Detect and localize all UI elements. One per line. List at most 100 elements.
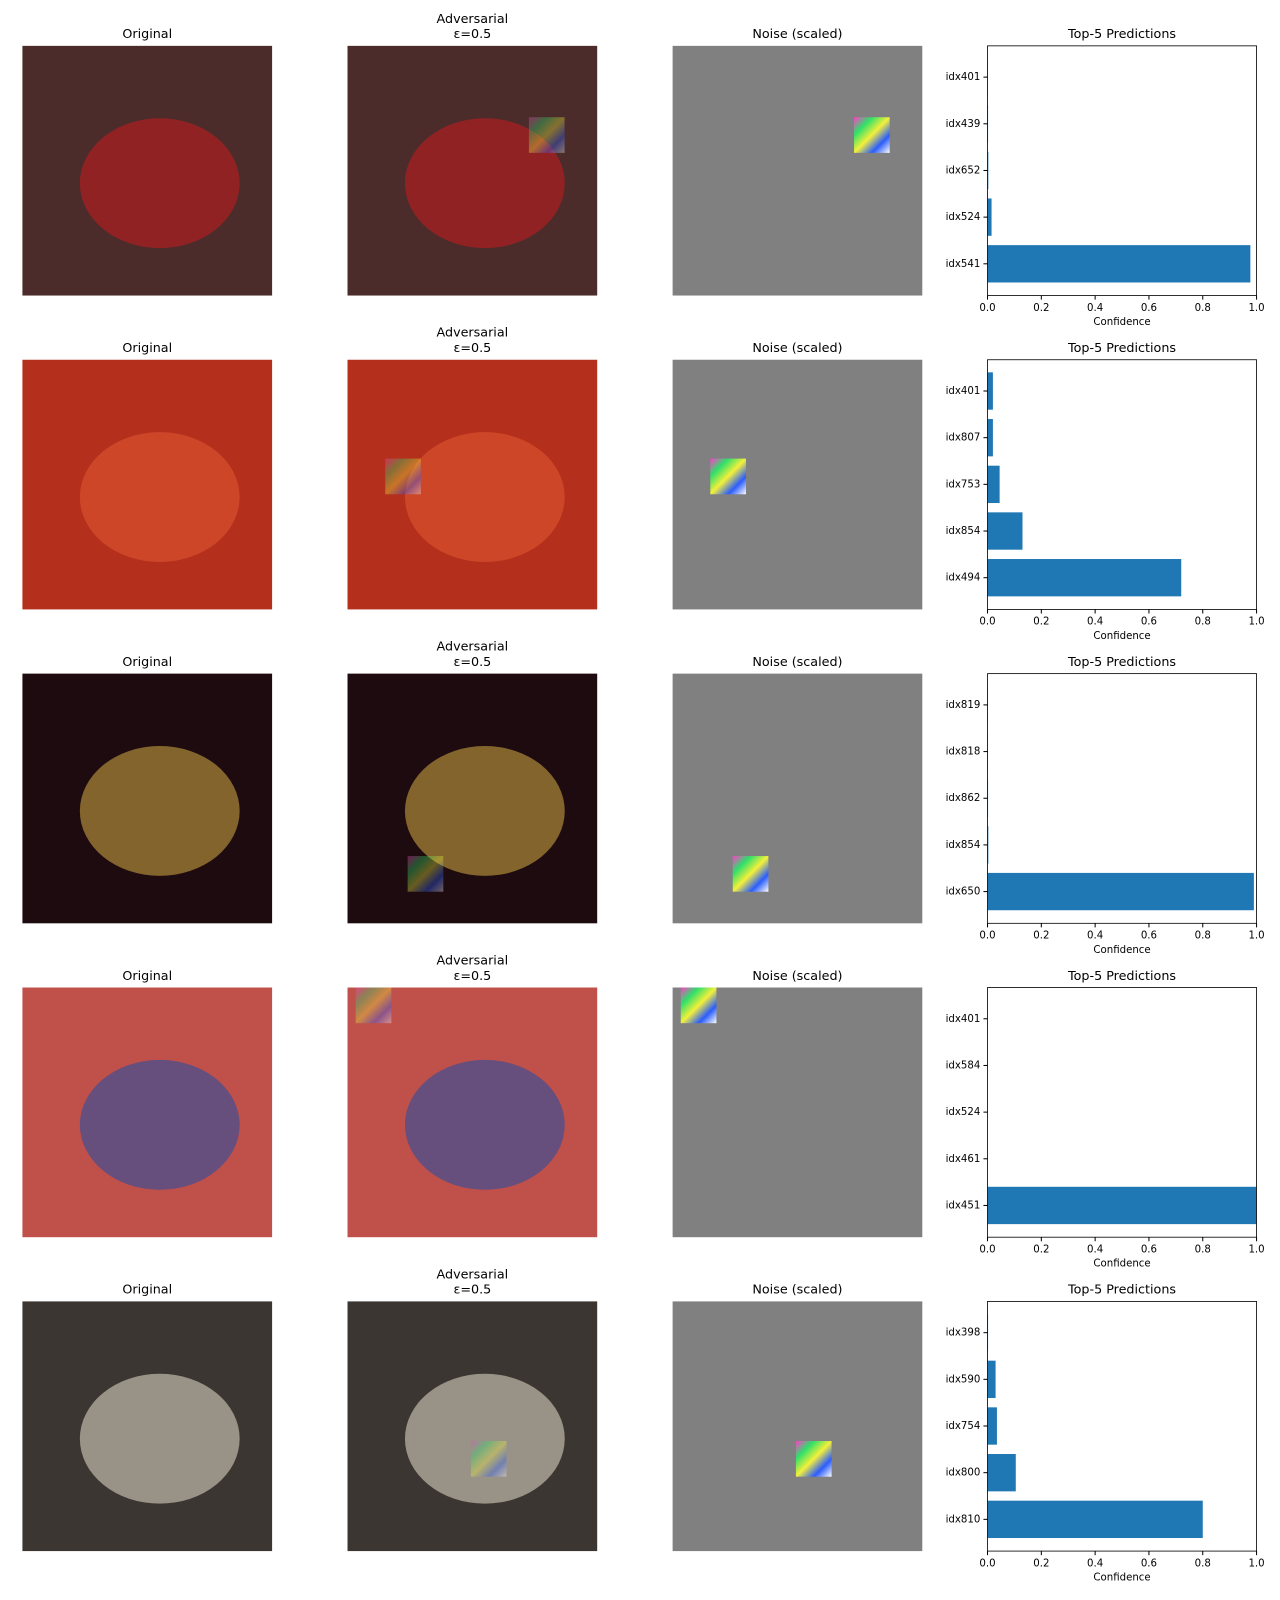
x-tick-label: 0.6 [1141, 1558, 1157, 1569]
x-tick-label: 0.6 [1141, 303, 1157, 314]
x-tick-label: 0.8 [1195, 931, 1211, 942]
image-title: ε=0.5 [453, 341, 491, 356]
noise-image [672, 359, 923, 610]
x-tick-label: 0.0 [979, 303, 995, 314]
bar [987, 1186, 1257, 1225]
x-tick-label: 1.0 [1248, 931, 1264, 942]
chart-title: Top-5 Predictions [1067, 969, 1176, 984]
image-title: Noise (scaled) [752, 655, 842, 670]
bar [987, 559, 1182, 597]
noise-image [672, 45, 923, 296]
image-detail [79, 118, 240, 249]
axes-frame [987, 45, 1257, 296]
noise-patch [680, 987, 717, 1024]
image-title: ε=0.5 [453, 27, 491, 42]
x-tick-label: 0.4 [1087, 303, 1103, 314]
x-tick-label: 0.6 [1141, 1244, 1157, 1255]
y-tick-label: idx862 [946, 793, 981, 804]
image-detail [404, 1373, 565, 1504]
adversarial-patch [385, 458, 421, 495]
image-title: Adversarial [437, 954, 509, 969]
y-tick-label: idx819 [946, 700, 981, 711]
bar [987, 1407, 997, 1445]
image-title: Adversarial [437, 12, 509, 27]
y-tick-label: idx650 [946, 887, 981, 898]
chart-title: Top-5 Predictions [1067, 1283, 1176, 1298]
y-tick-label: idx854 [946, 526, 981, 537]
image-title: Noise (scaled) [752, 27, 842, 42]
image-detail [79, 1373, 240, 1504]
x-tick-label: 0.6 [1141, 931, 1157, 942]
x-tick-label: 0.4 [1087, 1558, 1103, 1569]
y-tick-label: idx754 [946, 1421, 981, 1432]
noise-image [672, 673, 923, 924]
x-tick-label: 1.0 [1248, 1558, 1264, 1569]
image-title: Noise (scaled) [752, 1283, 842, 1298]
noise-image [672, 987, 923, 1238]
x-tick-label: 0.0 [979, 1244, 995, 1255]
bar [987, 1360, 996, 1399]
image-detail [404, 432, 565, 562]
x-tick-label: 0.8 [1195, 303, 1211, 314]
image-title: Original [122, 969, 172, 984]
x-axis-label: Confidence [1093, 631, 1150, 642]
bar [987, 512, 1023, 550]
y-tick-label: idx818 [946, 747, 981, 758]
y-tick-label: idx524 [946, 212, 981, 223]
adversarial-patch [528, 117, 565, 153]
x-tick-label: 0.2 [1033, 617, 1049, 628]
bar [987, 245, 1251, 283]
adversarial-patch [355, 987, 392, 1024]
noise-patch [732, 856, 769, 892]
bar [987, 1500, 1203, 1539]
x-tick-label: 0.8 [1195, 1244, 1211, 1255]
adversarial-patch [470, 1441, 507, 1477]
image-title: Noise (scaled) [752, 969, 842, 984]
x-tick-label: 0.0 [979, 617, 995, 628]
x-axis-label: Confidence [1093, 317, 1150, 328]
chart-title: Top-5 Predictions [1067, 655, 1176, 670]
y-tick-label: idx451 [946, 1200, 981, 1211]
image-title: Original [122, 341, 172, 356]
image-detail [79, 1059, 240, 1190]
chart-title: Top-5 Predictions [1067, 341, 1176, 356]
x-axis-label: Confidence [1093, 1573, 1150, 1584]
noise-patch [795, 1441, 832, 1477]
x-tick-label: 0.8 [1195, 617, 1211, 628]
noise-image [672, 1301, 923, 1552]
x-tick-label: 1.0 [1248, 617, 1264, 628]
bar [987, 1454, 1016, 1492]
x-axis-label: Confidence [1093, 1259, 1150, 1270]
axes-frame [987, 359, 1257, 610]
noise-patch [854, 117, 890, 153]
image-title: Adversarial [437, 326, 509, 341]
image-detail [79, 746, 240, 876]
y-tick-label: idx753 [946, 479, 981, 490]
x-tick-label: 0.4 [1087, 1244, 1103, 1255]
image-detail [404, 118, 565, 249]
x-tick-label: 0.6 [1141, 617, 1157, 628]
axes-frame [987, 1300, 1257, 1552]
image-title: Original [122, 655, 172, 670]
image-title: Noise (scaled) [752, 341, 842, 356]
bar [987, 419, 993, 457]
y-tick-label: idx590 [946, 1374, 981, 1385]
bar [987, 372, 993, 410]
bar [987, 465, 1000, 504]
y-tick-label: idx807 [946, 433, 981, 444]
x-tick-label: 0.0 [979, 1558, 995, 1569]
x-tick-label: 0.2 [1033, 931, 1049, 942]
image-title: Original [122, 27, 172, 42]
y-tick-label: idx854 [946, 840, 981, 851]
image-detail [404, 1059, 565, 1190]
y-tick-label: idx401 [946, 386, 981, 397]
y-tick-label: idx541 [946, 259, 981, 270]
y-tick-label: idx398 [946, 1328, 981, 1339]
bar [987, 198, 992, 236]
noise-patch [710, 458, 746, 495]
image-title: ε=0.5 [453, 969, 491, 984]
y-tick-label: idx652 [946, 165, 981, 176]
x-tick-label: 0.2 [1033, 303, 1049, 314]
